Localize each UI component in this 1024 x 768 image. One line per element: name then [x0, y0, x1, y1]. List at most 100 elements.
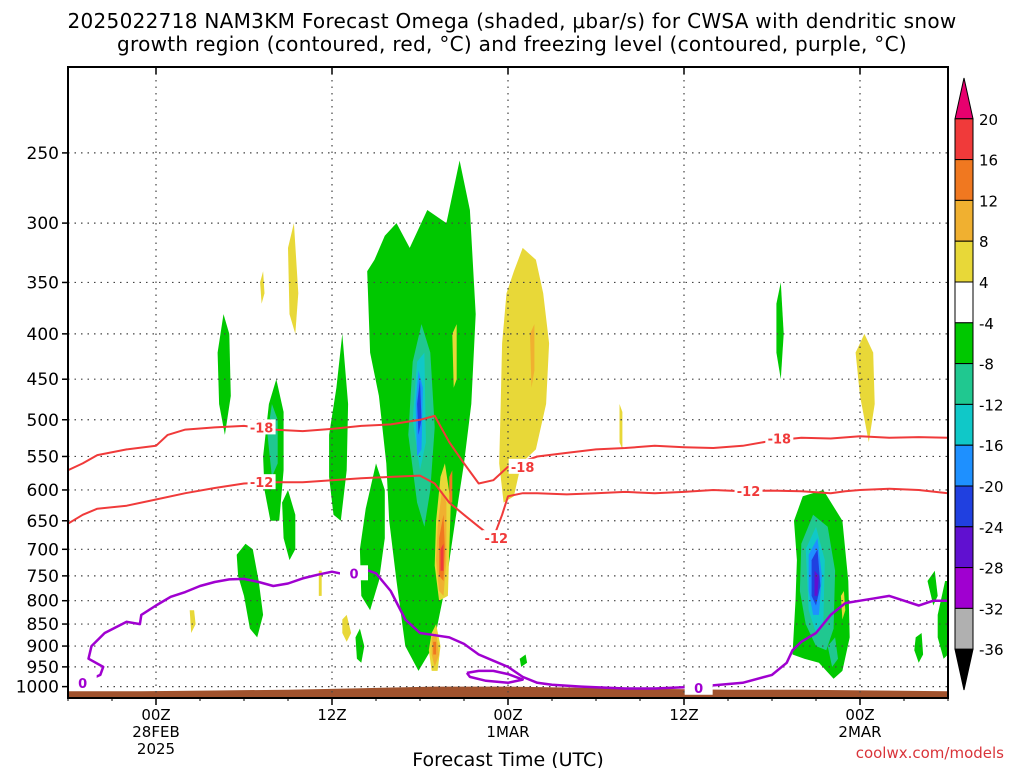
contour-label: -12 [737, 485, 761, 500]
colorbar-arrow-bottom [954, 648, 974, 691]
omega-shade-8 [530, 324, 535, 388]
x-tick-label: 00Z [493, 706, 522, 724]
colorbar-swatch [954, 281, 974, 324]
colorbar-label: 20 [979, 111, 998, 129]
colorbar-label: -16 [979, 437, 1004, 455]
colorbar-label: -12 [979, 396, 1004, 414]
contour-line-loop [465, 669, 524, 685]
contour-label-bg [68, 674, 97, 690]
omega-shade-4 [189, 610, 196, 633]
omega-shade-12 [449, 470, 453, 503]
omega-shade-4 [619, 404, 623, 450]
y-tick-label: 350 [27, 273, 59, 293]
y-tick-label: 300 [27, 214, 59, 234]
x-tick-label: 12Z [669, 706, 698, 724]
colorbar-swatch [954, 363, 974, 405]
contour-label-bg [482, 530, 511, 546]
colorbar-label: -24 [979, 519, 1004, 537]
contour-label-bg [765, 430, 794, 446]
omega-shade--12 [827, 637, 838, 667]
omega-shade--8 [359, 463, 385, 611]
colorbar-swatch [954, 403, 974, 446]
contour-label: 0 [694, 682, 703, 697]
colorbar-swatch [954, 199, 974, 242]
y-tick-label: 600 [27, 481, 59, 501]
x-tick-label: 1MAR [486, 723, 529, 741]
contour-label-bg [684, 679, 713, 695]
omega-shade-4 [318, 570, 322, 596]
omega-shade--8 [282, 490, 296, 561]
contour-label-bg [508, 458, 537, 474]
colorbar-swatch [954, 118, 974, 161]
chart-title-line-2: growth region (contoured, red, °C) and f… [117, 32, 907, 56]
omega-shade--28 [814, 570, 819, 596]
colorbar-swatch [954, 485, 974, 528]
colorbar-swatch [954, 444, 974, 487]
credit-link[interactable]: coolwx.com/models [855, 744, 1004, 762]
colorbar-label: -20 [979, 478, 1004, 496]
y-tick-label: 400 [27, 325, 59, 345]
y-tick-label: 550 [27, 447, 59, 467]
x-tick-label: 28FEB [132, 723, 179, 741]
y-tick-label: 850 [27, 615, 59, 635]
colorbar-swatch [954, 567, 974, 609]
y-tick-label: 900 [27, 637, 59, 657]
colorbar-arrow-top [954, 77, 974, 120]
omega-shade--8 [355, 628, 365, 663]
omega-shade--8 [927, 570, 938, 606]
colorbar-swatch [954, 322, 974, 365]
chart-title-line-1: 2025022718 NAM3KM Forecast Omega (shaded… [67, 9, 957, 33]
colorbar-label: -8 [979, 356, 994, 374]
y-tick-label: 800 [27, 592, 59, 612]
x-tick-label: 12Z [317, 706, 346, 724]
y-tick-label: 650 [27, 512, 59, 532]
omega-shade-4 [342, 614, 352, 642]
contour-label: -12 [250, 476, 274, 491]
omega-shade--8 [217, 314, 231, 435]
contour-line--12 [68, 474, 948, 540]
colorbar-swatch [954, 526, 974, 569]
omega-shade--8 [914, 633, 924, 663]
omega-shade-4 [855, 333, 875, 443]
x-tick-label: 00Z [845, 706, 874, 724]
x-axis-title: Forecast Time (UTC) [412, 749, 603, 768]
omega-shade-16 [440, 543, 444, 571]
colorbar-swatch [954, 240, 974, 283]
contour-label: -18 [511, 461, 535, 476]
colorbar-label: -4 [979, 315, 994, 333]
colorbar-label: 16 [979, 152, 998, 170]
x-tick-label: 2025 [137, 740, 175, 758]
colorbar-label: 4 [979, 274, 989, 292]
y-tick-label: 700 [27, 540, 59, 560]
contour-label-bg [340, 565, 368, 581]
omega-shade--8 [937, 581, 948, 659]
omega-shade--8 [236, 543, 264, 638]
contour-label: 0 [349, 567, 358, 582]
colorbar-label: -32 [979, 600, 1004, 618]
y-tick-label: 450 [27, 370, 59, 390]
colorbar-swatch [954, 159, 974, 201]
y-tick-label: 950 [27, 658, 59, 678]
omega-shade-4 [452, 324, 457, 388]
contour-label: 0 [78, 677, 87, 692]
x-tick-label: 00Z [141, 706, 170, 724]
contour-label-bg [247, 419, 276, 435]
y-tick-label: 1000 [16, 678, 59, 698]
omega-shade-12 [433, 641, 437, 655]
y-tick-label: 750 [27, 567, 59, 587]
contour-label-bg [734, 483, 763, 499]
contour-label: -18 [250, 421, 274, 436]
omega-shade--8 [519, 654, 528, 667]
contour-label-bg [247, 474, 276, 490]
contour-label: -18 [768, 433, 792, 448]
contour-label: -12 [485, 532, 509, 547]
colorbar-swatch [954, 607, 974, 650]
contour-line-0 [70, 566, 948, 690]
y-tick-label: 500 [27, 411, 59, 431]
plot-area: -18 -18 -18 -12 -12 -12 0 0 0 [68, 67, 948, 698]
colorbar-label: -36 [979, 641, 1004, 659]
omega-shade--8 [776, 282, 784, 380]
omega-shade-4 [288, 223, 299, 334]
y-tick-label: 250 [27, 144, 59, 164]
